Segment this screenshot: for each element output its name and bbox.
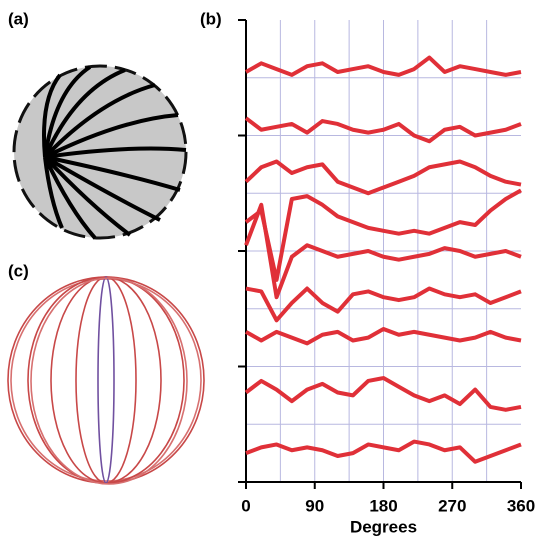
trace bbox=[244, 116, 522, 144]
trace bbox=[245, 286, 522, 323]
trace bbox=[245, 55, 522, 77]
trace bbox=[244, 202, 522, 300]
panel-label: (a) bbox=[8, 9, 29, 28]
trace bbox=[245, 326, 522, 346]
sphere-a bbox=[12, 64, 188, 240]
trace bbox=[244, 159, 522, 196]
plot-b: 0 90 180 270 360 Degrees bbox=[238, 19, 535, 536]
sphere-c bbox=[7, 276, 205, 485]
panel-label: (b) bbox=[200, 9, 222, 28]
x-tick-label: 90 bbox=[305, 496, 324, 515]
trace bbox=[244, 188, 522, 282]
panel-label: (c) bbox=[8, 261, 29, 280]
trace bbox=[245, 439, 522, 464]
x-tick-label: 270 bbox=[438, 496, 466, 515]
trace bbox=[244, 376, 522, 412]
x-tick-label: 0 bbox=[241, 496, 250, 515]
x-tick-label: 360 bbox=[507, 496, 535, 515]
x-axis-label: Degrees bbox=[350, 517, 417, 536]
x-tick-label: 180 bbox=[369, 496, 397, 515]
